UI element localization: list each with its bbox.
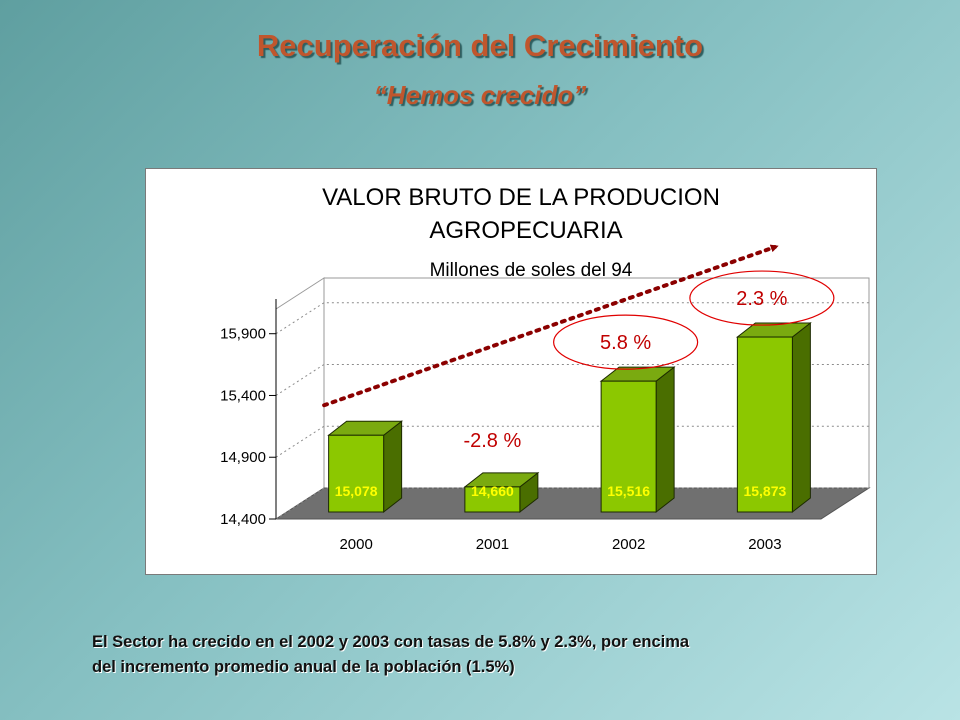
- bar-side: [655, 366, 675, 514]
- summary-line-1: El Sector ha crecido en el 2002 y 2003 c…: [92, 633, 690, 651]
- summary-line-2: del incremento promedio anual de la pobl…: [92, 658, 515, 676]
- plot-side-wall: [275, 277, 325, 520]
- growth-highlight-ellipse: [553, 314, 699, 370]
- bar-chart: 14,400 14,900 15,400 15,900 2000 2001 2002 2003…: [220, 184, 871, 553]
- y-tick-label: 15,400: [220, 387, 266, 404]
- chart-title-line2: AGROPECUARIA: [429, 217, 622, 244]
- bar-value-label: 15,516: [607, 483, 650, 499]
- bar: [736, 336, 793, 513]
- summary-note: El Sector ha crecido en el 2002 y 2003 c…: [92, 630, 892, 680]
- growth-rate-label: 2.3 %: [736, 288, 787, 310]
- gridline: [275, 363, 869, 396]
- x-tick-label: 2000: [339, 536, 372, 553]
- y-tick-label: 15,900: [220, 326, 266, 343]
- bar-side: [383, 420, 403, 514]
- bar-value-label: 15,873: [743, 483, 786, 499]
- bar-side: [791, 322, 811, 514]
- bar-value-label: 15,078: [335, 483, 378, 499]
- chart-title-line1: VALOR BRUTO DE LA PRODUCION: [322, 184, 720, 211]
- trend-arrow: [322, 244, 779, 408]
- growth-highlight-ellipse: [689, 270, 835, 326]
- chart-subtitle: Millones de soles del 94: [430, 260, 633, 281]
- x-tick-label: 2002: [612, 536, 645, 553]
- slide-title: Recuperación del Crecimiento: [256, 28, 704, 63]
- gridline: [275, 302, 869, 335]
- bar: [328, 434, 385, 513]
- growth-rate-label: 5.8 %: [600, 332, 651, 354]
- x-tick-label: 2003: [748, 536, 781, 553]
- bar: [464, 486, 521, 513]
- slide-subtitle: “Hemos crecido”: [373, 80, 587, 110]
- growth-rate-label: -2.8 %: [463, 430, 521, 452]
- bar-value-label: 14,660: [471, 483, 514, 499]
- x-tick-label: 2001: [476, 536, 509, 553]
- y-tick-label: 14,900: [220, 449, 266, 466]
- chart-container: 14,400 14,900 15,400 15,900 2000 2001 2002 2003…: [145, 168, 877, 575]
- gridline: [275, 425, 869, 458]
- bar: [600, 380, 657, 513]
- y-tick-label: 14,400: [220, 511, 266, 528]
- gridline: [275, 487, 869, 520]
- plot-floor: [274, 487, 871, 520]
